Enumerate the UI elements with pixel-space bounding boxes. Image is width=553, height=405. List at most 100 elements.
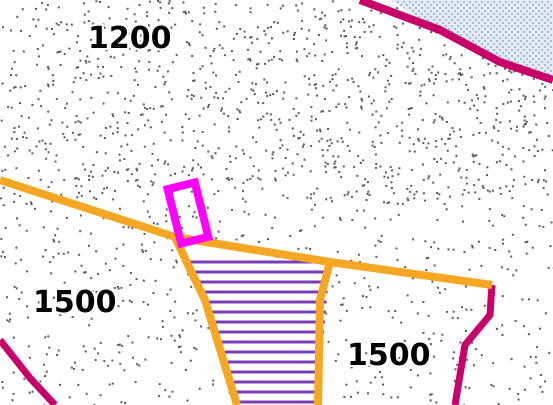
speckle [310, 145, 313, 147]
speckle [499, 160, 502, 163]
speckle [410, 184, 413, 187]
speckle [422, 163, 424, 166]
speckle [425, 102, 428, 105]
speckle [158, 394, 161, 397]
speckle [392, 192, 395, 195]
speckle [549, 245, 552, 247]
speckle [63, 179, 66, 182]
speckle [8, 312, 11, 315]
speckle [340, 34, 342, 37]
speckle [142, 200, 145, 203]
speckle [472, 155, 475, 158]
speckle [47, 335, 50, 338]
speckle [291, 162, 294, 165]
speckle [390, 396, 393, 399]
speckle [71, 131, 74, 134]
speckle [459, 68, 462, 71]
speckle [138, 317, 141, 320]
speckle [262, 102, 265, 105]
speckle [184, 369, 187, 371]
speckle [181, 329, 184, 332]
speckle [374, 217, 377, 220]
speckle [377, 71, 380, 74]
speckle [28, 35, 31, 38]
speckle [522, 216, 525, 219]
speckle [327, 128, 329, 130]
speckle [237, 80, 240, 83]
speckle [81, 368, 84, 371]
speckle [120, 66, 123, 68]
speckle [156, 337, 159, 340]
speckle [286, 148, 289, 151]
speckle [524, 123, 527, 125]
speckle [130, 149, 133, 152]
speckle [375, 255, 378, 258]
speckle [325, 171, 327, 174]
speckle [482, 86, 485, 89]
speckle [156, 223, 159, 225]
highlight-marker[interactable] [162, 177, 214, 249]
speckle [368, 194, 371, 197]
speckle [343, 194, 346, 197]
speckle [369, 306, 372, 309]
speckle [251, 136, 254, 139]
speckle [508, 91, 511, 94]
speckle [130, 272, 132, 275]
speckle [271, 37, 273, 40]
speckle [20, 115, 23, 118]
speckle [77, 304, 80, 307]
zone-label-north: 1200 [88, 21, 172, 56]
speckle [324, 161, 327, 164]
speckle [428, 80, 431, 82]
speckle [406, 52, 409, 55]
speckle [68, 303, 71, 306]
speckle [228, 130, 230, 133]
speckle [152, 222, 155, 225]
speckle [494, 249, 497, 251]
speckle [419, 94, 422, 97]
speckle [135, 49, 138, 52]
speckle [523, 388, 526, 391]
speckle [351, 195, 353, 198]
speckle [337, 155, 340, 158]
speckle [146, 15, 148, 18]
speckle [372, 76, 375, 79]
speckle [15, 167, 18, 170]
speckle [337, 68, 340, 71]
speckle [257, 119, 259, 122]
speckle [162, 75, 165, 78]
speckle [282, 194, 285, 197]
speckle [117, 287, 120, 290]
speckle [439, 173, 442, 176]
speckle [191, 312, 194, 315]
speckle [263, 30, 266, 33]
speckle [27, 345, 30, 348]
speckle [480, 265, 483, 267]
speckle [106, 167, 109, 170]
speckle [346, 46, 348, 49]
speckle [457, 99, 460, 102]
speckle [102, 217, 105, 219]
speckle [21, 8, 24, 11]
speckle [388, 61, 391, 64]
speckle [328, 110, 331, 112]
speckle [434, 78, 437, 81]
speckle [362, 18, 364, 20]
speckle [130, 173, 133, 176]
speckle [247, 58, 250, 61]
speckle [213, 47, 216, 50]
speckle [454, 380, 456, 383]
magenta-boundary-north [358, 0, 553, 84]
speckle [135, 70, 138, 73]
speckle [47, 110, 50, 113]
speckle [47, 83, 49, 86]
speckle [36, 288, 39, 291]
speckle [403, 339, 406, 342]
speckle [122, 243, 125, 246]
speckle [103, 26, 106, 29]
speckle [44, 249, 47, 251]
speckle [44, 336, 47, 339]
speckle [547, 135, 550, 137]
